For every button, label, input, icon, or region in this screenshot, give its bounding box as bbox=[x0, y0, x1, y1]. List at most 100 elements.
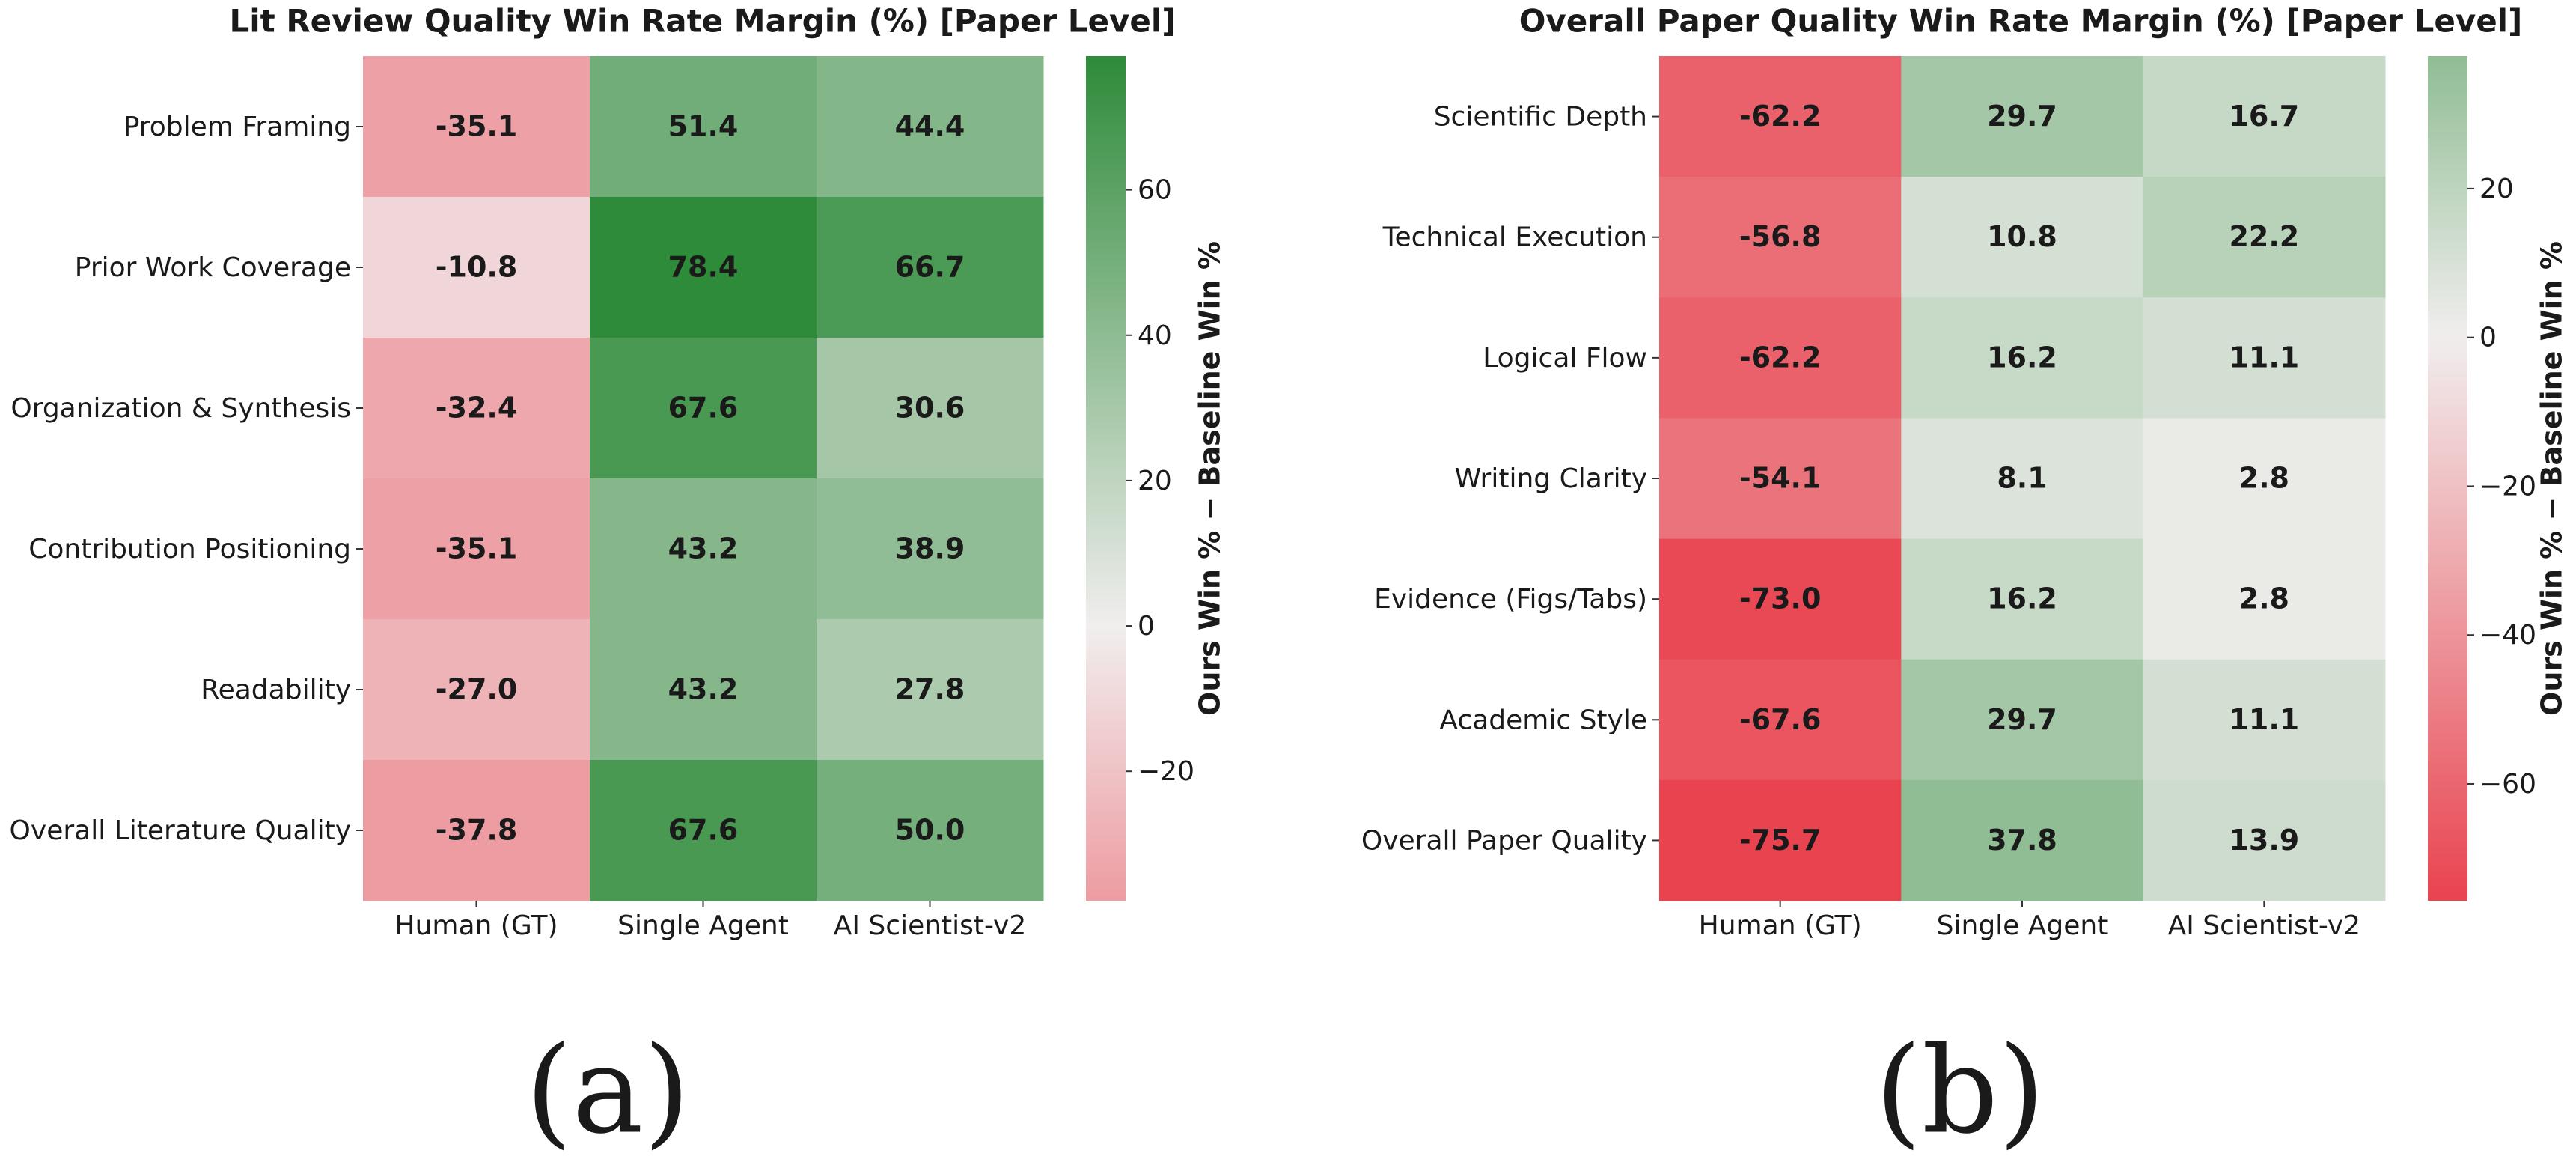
heatmap-cell bbox=[1659, 659, 1902, 781]
row-label: Readability bbox=[201, 675, 351, 705]
heatmap-cell bbox=[2143, 659, 2386, 781]
colorbar-tick-label: −60 bbox=[2479, 769, 2536, 800]
colorbar-tick-label: 40 bbox=[1138, 320, 1172, 351]
cell-value-label: -56.8 bbox=[1739, 220, 1822, 253]
cell-value-label: -10.8 bbox=[436, 251, 518, 284]
row-label: Logical Flow bbox=[1483, 343, 1647, 374]
colorbar-tick-label: 20 bbox=[2479, 174, 2514, 204]
colorbar-tick-label: −20 bbox=[1138, 756, 1194, 787]
cell-value-label: 67.6 bbox=[668, 392, 739, 425]
cell-value-label: -75.7 bbox=[1739, 824, 1822, 857]
row-label: Overall Paper Quality bbox=[1361, 825, 1647, 856]
heatmap-cell bbox=[1901, 56, 2144, 177]
heatmap-cell bbox=[363, 478, 590, 620]
cell-value-label: -35.1 bbox=[436, 110, 518, 143]
row-label: Writing Clarity bbox=[1455, 463, 1647, 494]
cell-value-label: -67.6 bbox=[1739, 703, 1822, 736]
heatmap-cell bbox=[363, 760, 590, 901]
heatmap-cell bbox=[363, 338, 590, 479]
colorbar-label: Ours Win % − Baseline Win % bbox=[1194, 241, 1227, 716]
row-label: Prior Work Coverage bbox=[75, 252, 351, 283]
row-label: Problem Framing bbox=[123, 112, 351, 142]
row-label: Overall Literature Quality bbox=[10, 815, 351, 846]
colorbar bbox=[1086, 56, 1126, 901]
cell-value-label: 50.0 bbox=[895, 814, 965, 847]
heatmap-cell bbox=[363, 619, 590, 761]
cell-value-label: -54.1 bbox=[1739, 462, 1822, 495]
cell-value-label: 67.6 bbox=[668, 814, 739, 847]
cell-value-label: 51.4 bbox=[668, 110, 739, 143]
colorbar bbox=[2428, 56, 2467, 901]
heatmap-cell bbox=[1901, 538, 2144, 660]
heatmap-cell bbox=[1901, 297, 2144, 419]
cell-value-label: 16.7 bbox=[2229, 100, 2299, 133]
cell-value-label: 2.8 bbox=[2239, 462, 2289, 495]
heatmap-cell bbox=[817, 197, 1044, 338]
cell-value-label: -62.2 bbox=[1739, 100, 1822, 133]
panel-caption: (a) bbox=[525, 1021, 690, 1161]
cell-value-label: 2.8 bbox=[2239, 583, 2289, 615]
column-label: Single Agent bbox=[1937, 910, 2108, 941]
heatmap-cell bbox=[1659, 779, 1902, 901]
heatmap-cell bbox=[1659, 297, 1902, 419]
cell-value-label: 78.4 bbox=[668, 251, 739, 284]
chart-title: Lit Review Quality Win Rate Margin (%) [… bbox=[229, 3, 1176, 40]
colorbar-tick-label: 60 bbox=[1138, 175, 1172, 206]
heatmap-cell bbox=[817, 478, 1044, 620]
colorbar-tick-label: 0 bbox=[2479, 323, 2497, 353]
heatmap-cell bbox=[2143, 779, 2386, 901]
cell-value-label: 29.7 bbox=[1987, 703, 2057, 736]
cell-value-label: -37.8 bbox=[436, 814, 518, 847]
cell-value-label: 38.9 bbox=[895, 532, 965, 565]
cell-value-label: 43.2 bbox=[668, 532, 739, 565]
heatmap-cell bbox=[817, 338, 1044, 479]
row-label: Contribution Positioning bbox=[28, 534, 351, 565]
heatmap-cell bbox=[590, 56, 817, 198]
cell-value-label: 11.1 bbox=[2229, 703, 2299, 736]
panel-caption: (b) bbox=[1875, 1021, 2045, 1161]
cell-value-label: 10.8 bbox=[1987, 220, 2057, 253]
cell-value-label: -73.0 bbox=[1739, 583, 1822, 615]
heatmap-cell bbox=[590, 197, 817, 338]
cell-value-label: -32.4 bbox=[436, 392, 518, 425]
chart-title: Overall Paper Quality Win Rate Margin (%… bbox=[1519, 3, 2523, 40]
cell-value-label: 30.6 bbox=[895, 392, 965, 425]
heatmap-cell bbox=[590, 619, 817, 761]
colorbar-tick-label: 20 bbox=[1138, 466, 1172, 496]
column-label: AI Scientist-v2 bbox=[834, 910, 1027, 941]
cell-value-label: 37.8 bbox=[1987, 824, 2057, 857]
cell-value-label: 16.2 bbox=[1987, 583, 2057, 615]
colorbar-tick-label: −20 bbox=[2479, 471, 2536, 502]
heatmap-cell bbox=[2143, 418, 2386, 540]
heatmap-cell bbox=[590, 760, 817, 901]
cell-value-label: -27.0 bbox=[436, 673, 518, 706]
column-label: Single Agent bbox=[617, 910, 789, 941]
cell-value-label: 11.1 bbox=[2229, 341, 2299, 374]
colorbar-tick-label: −40 bbox=[2479, 620, 2536, 651]
colorbar-tick-label: 0 bbox=[1138, 611, 1155, 642]
cell-value-label: 27.8 bbox=[895, 673, 965, 706]
heatmap-cell bbox=[1659, 538, 1902, 660]
heatmap-cell bbox=[1659, 56, 1902, 177]
heatmap-cell bbox=[590, 478, 817, 620]
row-label: Organization & Synthesis bbox=[10, 393, 351, 424]
cell-value-label: 43.2 bbox=[668, 673, 739, 706]
heatmap-cell bbox=[1659, 177, 1902, 298]
column-label: Human (GT) bbox=[395, 910, 558, 941]
heatmap-cell bbox=[363, 56, 590, 198]
colorbar-label: Ours Win % − Baseline Win % bbox=[2536, 241, 2569, 716]
row-label: Academic Style bbox=[1439, 705, 1647, 735]
heatmap-cell bbox=[2143, 56, 2386, 177]
heatmap-panel: Overall Paper Quality Win Rate Margin (%… bbox=[1361, 3, 2569, 1161]
heatmap-cell bbox=[2143, 538, 2386, 660]
cell-value-label: -62.2 bbox=[1739, 341, 1822, 374]
heatmap-cell bbox=[817, 619, 1044, 761]
heatmap-cell bbox=[590, 338, 817, 479]
heatmap-cell bbox=[1901, 779, 2144, 901]
cell-value-label: 66.7 bbox=[895, 251, 965, 284]
heatmap-cell bbox=[1659, 418, 1902, 540]
heatmap-cell bbox=[2143, 177, 2386, 298]
row-label: Evidence (Figs/Tabs) bbox=[1374, 584, 1647, 615]
cell-value-label: -35.1 bbox=[436, 532, 518, 565]
